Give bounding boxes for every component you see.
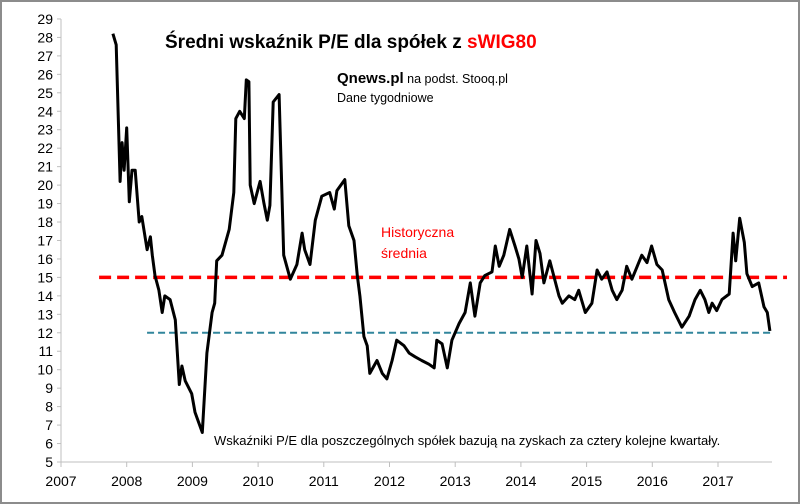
chart-title: Średni wskaźnik P/E dla spółek z sWIG80 bbox=[165, 32, 537, 54]
average-label-line2: średnia bbox=[381, 245, 427, 261]
x-tick-label: 2008 bbox=[111, 473, 142, 489]
source-brand: Qnews.pl bbox=[337, 70, 404, 87]
x-tick-label: 2013 bbox=[440, 473, 471, 489]
y-tick-label: 9 bbox=[45, 380, 53, 396]
x-tick-label: 2016 bbox=[637, 473, 668, 489]
y-tick-label: 24 bbox=[37, 103, 53, 119]
y-tick-label: 5 bbox=[45, 454, 53, 470]
y-tick-label: 13 bbox=[37, 306, 53, 322]
y-tick-label: 12 bbox=[37, 325, 53, 341]
x-tick-label: 2015 bbox=[571, 473, 602, 489]
y-tick-label: 10 bbox=[37, 362, 53, 378]
y-tick-label: 28 bbox=[37, 29, 53, 45]
title-main: Średni wskaźnik P/E dla spółek z bbox=[165, 32, 467, 53]
y-tick-label: 27 bbox=[37, 48, 53, 64]
footnote: Wskaźniki P/E dla poszczególnych spółek … bbox=[214, 433, 721, 448]
y-tick-label: 15 bbox=[37, 269, 53, 285]
x-tick-label: 2009 bbox=[177, 473, 208, 489]
y-tick-label: 29 bbox=[37, 11, 53, 27]
source-rest: na podst. Stooq.pl bbox=[403, 72, 508, 86]
y-tick-label: 19 bbox=[37, 196, 53, 212]
y-tick-label: 17 bbox=[37, 232, 53, 248]
y-tick-label: 21 bbox=[37, 159, 53, 175]
y-tick-label: 11 bbox=[38, 343, 53, 359]
y-tick-label: 22 bbox=[37, 140, 53, 156]
title-highlight: sWIG80 bbox=[467, 32, 537, 53]
y-tick-label: 7 bbox=[45, 417, 53, 433]
y-tick-label: 14 bbox=[37, 288, 53, 304]
x-tick-label: 2012 bbox=[374, 473, 405, 489]
y-tick-label: 18 bbox=[37, 214, 53, 230]
x-tick-label: 2007 bbox=[45, 473, 76, 489]
y-tick-label: 8 bbox=[45, 399, 53, 415]
y-tick-label: 16 bbox=[37, 251, 53, 267]
y-tick-label: 26 bbox=[37, 66, 53, 82]
source-note: Qnews.pl na podst. Stooq.pl bbox=[337, 70, 508, 87]
y-tick-label: 6 bbox=[45, 436, 53, 452]
x-tick-label: 2017 bbox=[702, 473, 733, 489]
x-tick-label: 2011 bbox=[309, 473, 339, 489]
y-tick-label: 25 bbox=[37, 85, 53, 101]
x-tick-label: 2010 bbox=[243, 473, 274, 489]
average-label-line1: Historyczna bbox=[381, 224, 455, 240]
x-tick-label: 2014 bbox=[505, 473, 536, 489]
frequency-note: Dane tygodniowe bbox=[337, 91, 434, 105]
y-tick-label: 23 bbox=[37, 122, 53, 138]
pe-series-line bbox=[111, 33, 772, 434]
y-tick-label: 20 bbox=[37, 177, 53, 193]
